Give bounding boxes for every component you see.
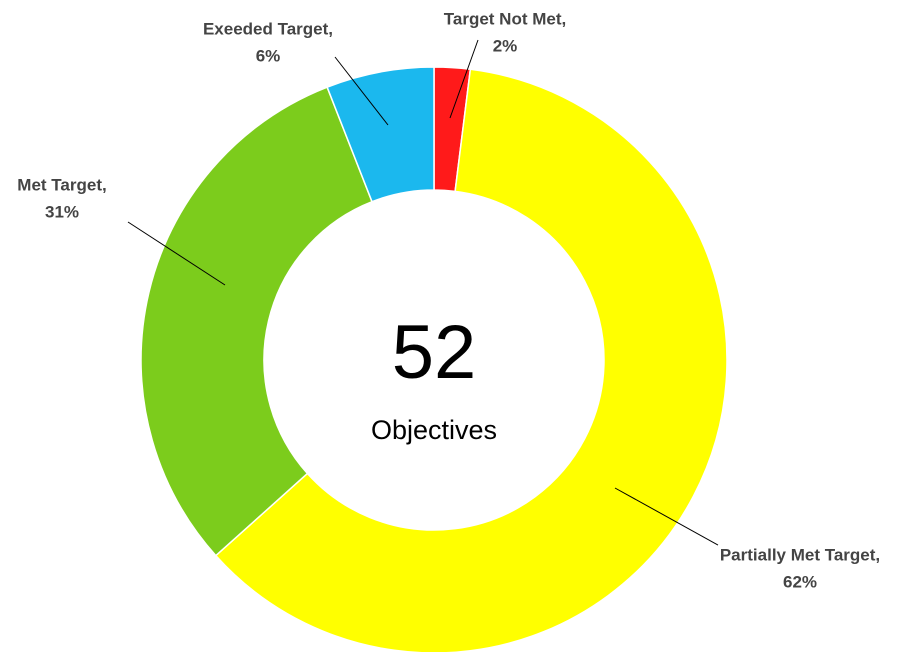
- slice-label: Partially Met Target,: [720, 545, 880, 564]
- center-caption: Objectives: [371, 415, 497, 445]
- donut: Target Not Met, 2% Partially Met Target, 62…: [17, 9, 880, 652]
- slice: [140, 86, 373, 557]
- slice-label: Target Not Met,: [444, 9, 566, 28]
- slice-label: Met Target,: [17, 175, 106, 194]
- slice-value-label: 62%: [783, 572, 817, 591]
- slice-value-label: 2%: [493, 36, 518, 55]
- leader-line: [449, 39, 479, 119]
- center-value: 52: [392, 310, 477, 395]
- leader-line: [127, 221, 226, 286]
- slice: [326, 66, 435, 203]
- slice: [214, 68, 728, 652]
- leader-line: [614, 487, 719, 546]
- leader-line: [334, 56, 389, 126]
- slice-value-label: 6%: [256, 46, 281, 65]
- slice-value-label: 31%: [45, 202, 79, 221]
- slice-label: Exeeded Target,: [203, 19, 333, 38]
